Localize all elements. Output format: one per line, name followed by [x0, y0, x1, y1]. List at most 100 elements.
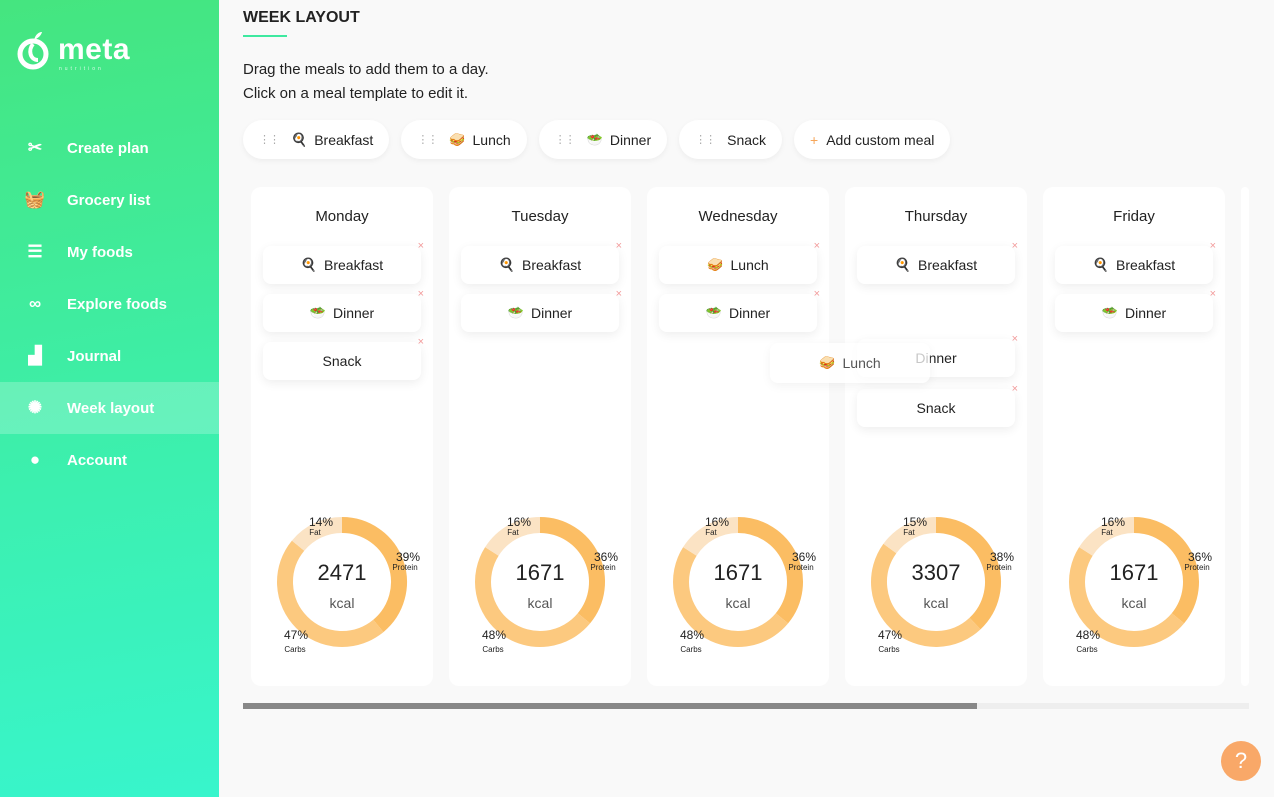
day-name: Friday: [1113, 208, 1155, 225]
remove-meal-icon[interactable]: ×: [1209, 288, 1216, 300]
carbs-percent: 47%: [878, 628, 902, 642]
dinner-icon: 🥗: [507, 305, 524, 320]
template-label: Snack: [727, 131, 767, 148]
sidebar-item-grocery-list[interactable]: 🧺 Grocery list: [0, 174, 219, 226]
macro-donut-chart: 1671 kcal 16%Fat 36%Protein 48% Carbs: [673, 515, 816, 654]
scrollbar-thumb[interactable]: [243, 703, 978, 709]
dinner-icon: 🥗: [586, 131, 603, 147]
protein-percent: 38%: [990, 550, 1014, 564]
remove-meal-icon[interactable]: ×: [417, 336, 424, 348]
drag-handle-icon[interactable]: ⋮⋮: [554, 134, 576, 146]
meal-item[interactable]: Snack ×: [857, 383, 1018, 427]
remove-meal-icon[interactable]: ×: [1011, 333, 1018, 345]
template-snack[interactable]: ⋮⋮ Snack: [679, 120, 783, 159]
sidebar-item-label: Account: [67, 451, 127, 469]
remove-meal-icon[interactable]: ×: [615, 288, 622, 300]
sidebar-item-account[interactable]: ● Account: [0, 434, 219, 486]
lunch-icon: 🥪: [819, 355, 836, 370]
kcal-value: 2471: [318, 560, 367, 585]
sidebar-item-journal[interactable]: ▟ Journal: [0, 330, 219, 382]
macro-donut-chart: 1671 kcal 16%Fat 36%Protein 48% Carbs: [1069, 515, 1212, 654]
template-label: Dinner: [609, 131, 652, 148]
meal-item[interactable]: 🍳 Breakfast ×: [857, 240, 1018, 284]
add-custom-meal-button[interactable]: + Add custom meal: [794, 120, 951, 159]
remove-meal-icon[interactable]: ×: [1011, 240, 1018, 252]
macro-donut-chart: 1671 kcal 16%Fat 36%Protein 48% Carbs: [475, 515, 618, 654]
drag-handle-icon[interactable]: ⋮⋮: [695, 134, 716, 146]
instruction-edit: Click on a meal template to edit it.: [243, 85, 469, 102]
protein-label: Protein: [788, 563, 813, 572]
meal-label: Snack: [916, 400, 956, 416]
sidebar-nav: ✂ Create plan 🧺 Grocery list ☰ My foods ∞ Explo…: [0, 122, 219, 486]
meal-item[interactable]: 🍳 Breakfast ×: [263, 240, 424, 284]
saturday-card-partial: [1241, 187, 1249, 686]
meal-label: Dinner: [332, 305, 375, 321]
template-lunch[interactable]: ⋮⋮ 🥪 Lunch: [401, 120, 527, 159]
carbs-percent: 48%: [482, 628, 506, 642]
bar-chart-icon: ▟: [28, 346, 42, 365]
brand-name: meta: [58, 33, 131, 66]
sidebar-item-explore-foods[interactable]: ∞ Explore foods: [0, 278, 219, 330]
sidebar: meta nutrition ✂ Create plan 🧺 Grocery list…: [0, 0, 219, 797]
sidebar-item-label: Explore foods: [67, 295, 168, 313]
binoculars-icon: ∞: [28, 294, 42, 313]
logo[interactable]: meta nutrition: [16, 30, 131, 72]
meal-label: Snack: [322, 353, 362, 369]
remove-meal-icon[interactable]: ×: [1209, 240, 1216, 252]
sidebar-item-week-layout[interactable]: ✺ Week layout: [0, 382, 219, 434]
fat-segment: [883, 517, 937, 554]
meal-item[interactable]: Snack ×: [263, 336, 424, 380]
carbs-percent: 47%: [284, 628, 308, 642]
day-card-wednesday: Wednesday 🥪 Lunch × 🥗 Dinner × 1671 kcal 16% Fat 36…: [647, 187, 829, 686]
dinner-icon: 🥗: [1101, 305, 1118, 320]
sidebar-item-my-foods[interactable]: ☰ My foods: [0, 226, 219, 278]
remove-meal-icon[interactable]: ×: [1011, 383, 1018, 395]
horizontal-scrollbar[interactable]: [243, 703, 1249, 709]
protein-segment: [737, 517, 803, 624]
plus-icon: +: [810, 131, 819, 148]
kcal-unit: kcal: [330, 595, 355, 611]
user-icon: ●: [29, 450, 41, 469]
remove-meal-icon[interactable]: ×: [813, 240, 820, 252]
meal-item[interactable]: 🥗 Dinner ×: [263, 288, 424, 332]
fat-segment: [683, 517, 739, 557]
meal-item[interactable]: 🥗 Dinner ×: [461, 288, 622, 332]
day-name: Monday: [315, 208, 369, 225]
apple-logo-icon: [17, 32, 49, 70]
kcal-unit: kcal: [528, 595, 553, 611]
protein-percent: 36%: [792, 550, 816, 564]
remove-meal-icon[interactable]: ×: [615, 240, 622, 252]
drag-handle-icon[interactable]: ⋮⋮: [259, 134, 280, 146]
protein-percent: 39%: [396, 550, 420, 564]
remove-meal-icon[interactable]: ×: [813, 288, 820, 300]
dragged-meal[interactable]: 🥪 Lunch: [770, 343, 930, 383]
carbs-label: Carbs: [482, 645, 503, 654]
template-breakfast[interactable]: ⋮⋮ 🍳 Breakfast: [243, 120, 390, 159]
drag-handle-icon[interactable]: ⋮⋮: [417, 134, 438, 146]
day-card-monday: Monday 🍳 Breakfast × 🥗 Dinner × Snack × 2471 kcal 1…: [251, 187, 433, 686]
macro-donut-chart: 3307 kcal 15%Fat 38%Protein 47% Carbs: [871, 515, 1014, 654]
remove-meal-icon[interactable]: ×: [417, 288, 424, 300]
sidebar-item-create-plan[interactable]: ✂ Create plan: [0, 122, 219, 174]
day-card-friday: Friday 🍳 Breakfast × 🥗 Dinner × 1671 kcal 16% Fat 3…: [1043, 187, 1225, 686]
meal-item[interactable]: 🥪 Lunch ×: [659, 240, 820, 284]
meal-label: Breakfast: [1116, 257, 1176, 273]
day-name: Tuesday: [511, 208, 569, 225]
kcal-unit: kcal: [726, 595, 751, 611]
help-button[interactable]: ?: [1221, 741, 1261, 781]
meal-item[interactable]: 🍳 Breakfast ×: [1055, 240, 1216, 284]
meal-item[interactable]: 🥗 Dinner ×: [1055, 288, 1216, 332]
meal-item[interactable]: 🍳 Breakfast ×: [461, 240, 622, 284]
fat-label: Fat: [507, 528, 519, 537]
food-box-icon: ☰: [27, 242, 43, 261]
breakfast-icon: 🍳: [300, 257, 318, 272]
kcal-unit: kcal: [924, 595, 949, 611]
meal-item[interactable]: 🥗 Dinner ×: [659, 288, 820, 332]
sidebar-item-label: Create plan: [67, 139, 149, 157]
meal-label: Breakfast: [324, 257, 384, 273]
template-dinner[interactable]: ⋮⋮ 🥗 Dinner: [538, 120, 668, 159]
remove-meal-icon[interactable]: ×: [417, 240, 424, 252]
carbs-segment: [475, 547, 591, 647]
fat-percent: 16%: [1101, 515, 1125, 529]
kcal-value: 3307: [912, 560, 961, 585]
